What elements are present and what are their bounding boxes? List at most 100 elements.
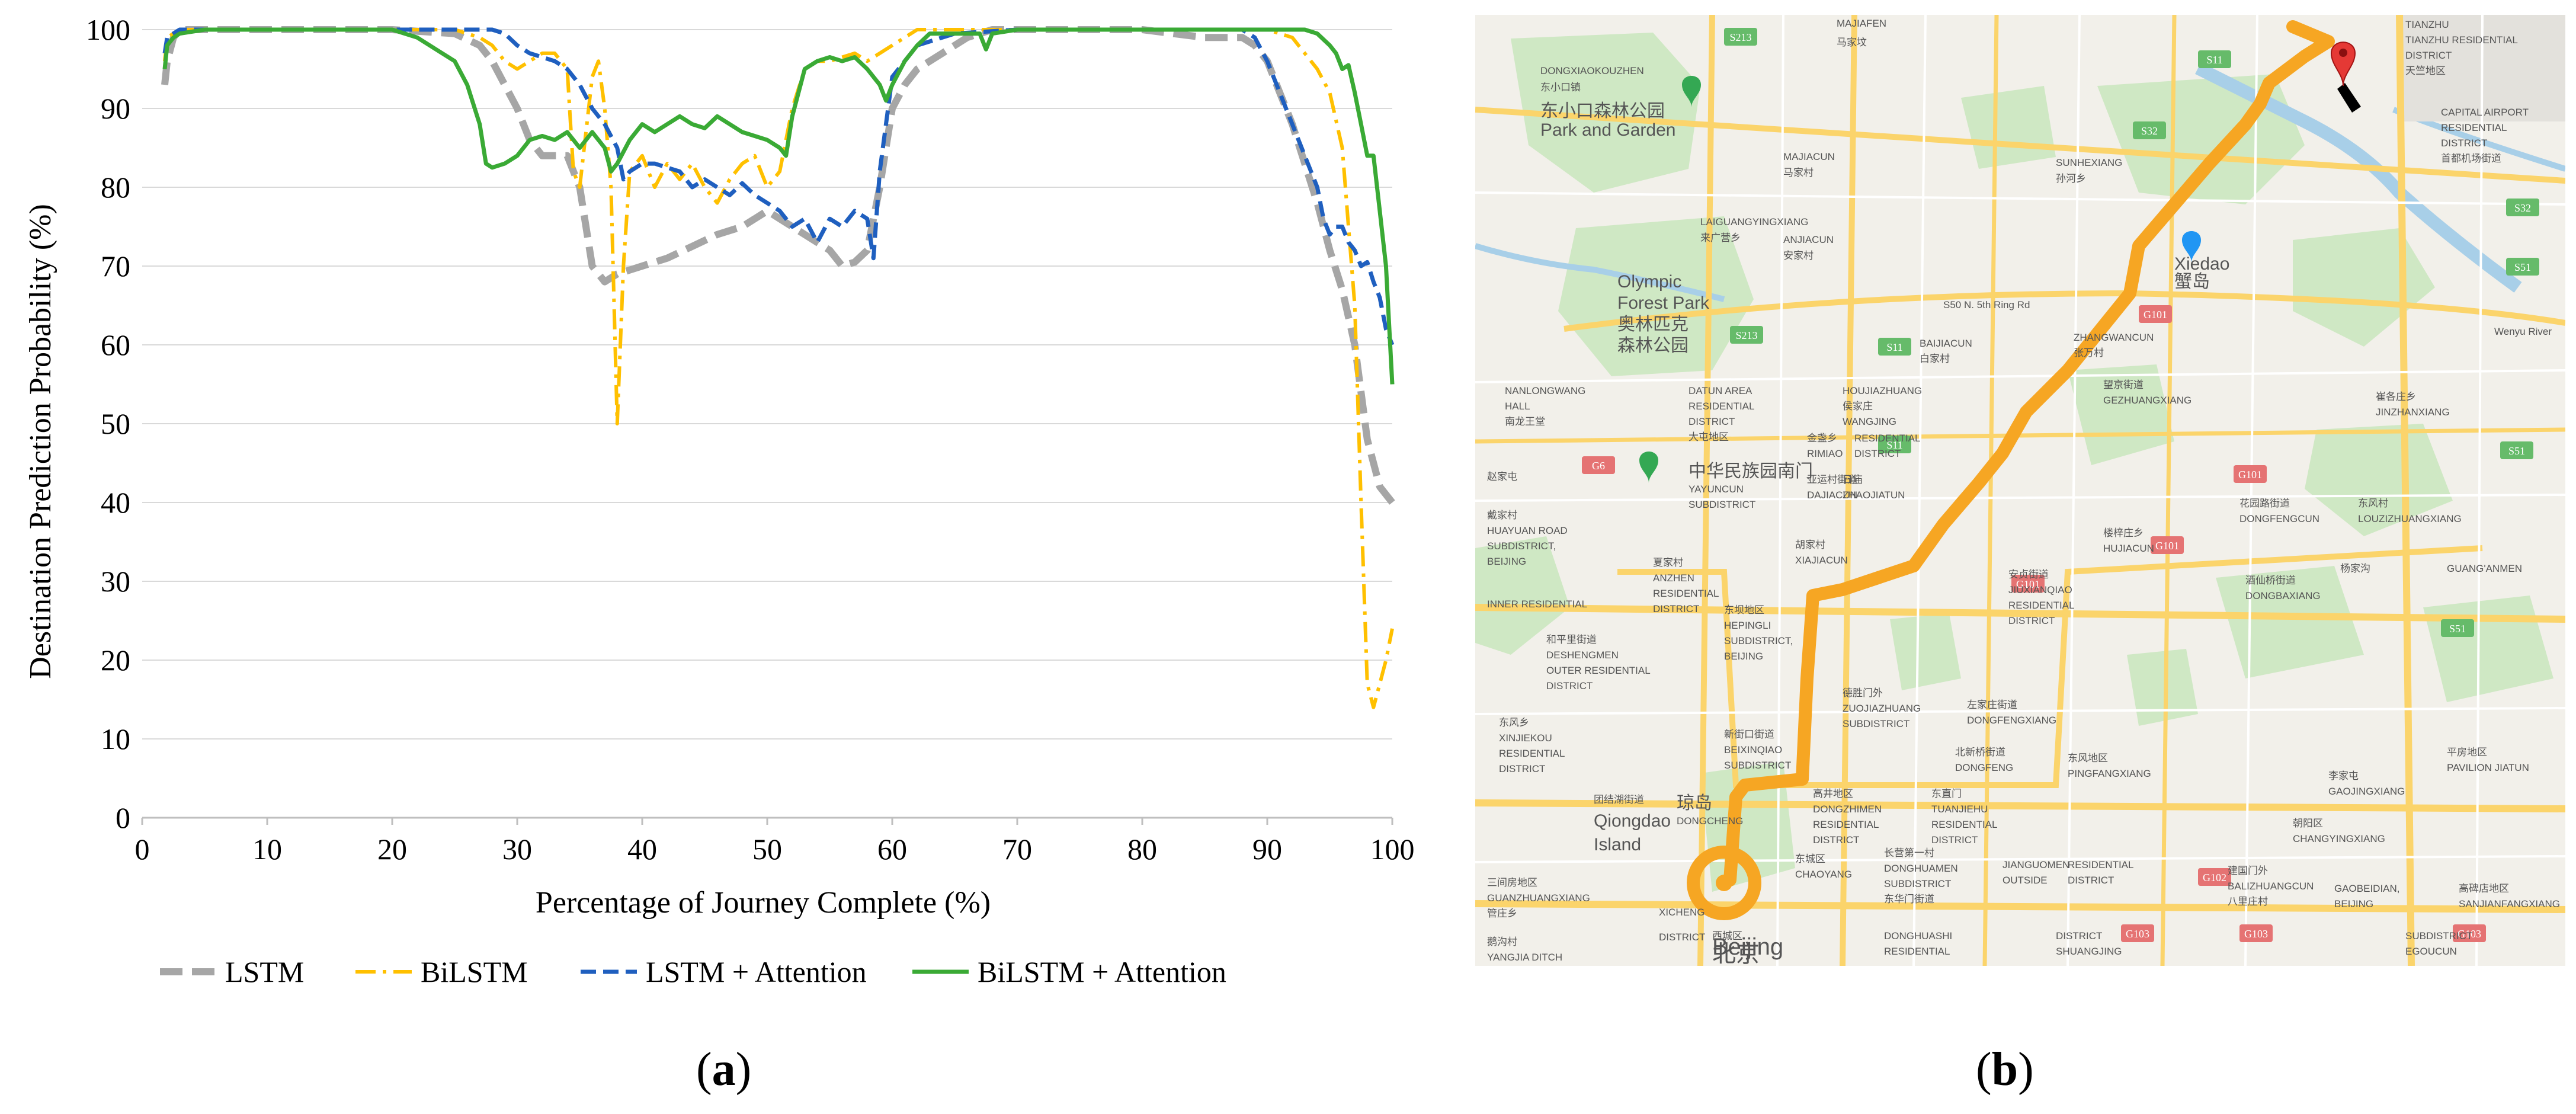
road-shield-icon [2239,924,2273,942]
route-map[interactable]: S213 S11 S32 S32 S51 S51 S51 S11 S11 G6 G101 G101 G1… [1475,15,2565,966]
y-tick-label: 10 [101,722,130,756]
map-label: NANLONGWANG [1505,385,1585,396]
road-shield-icon [2234,465,2267,483]
map-label: DONGCHENG [1677,815,1743,827]
map-label: ZUOJIAZHUANG [1843,703,1921,714]
map-label: RESIDENTIAL [1653,588,1719,599]
x-tick-label: 100 [1370,833,1415,866]
map-label: 管庄乡 [1487,908,1517,919]
road-shield-label: S32 [2141,125,2158,137]
destination-marker-icon[interactable] [2330,41,2361,113]
map-label: DISTRICT [1659,931,1705,943]
road-shield-icon [1878,338,1911,356]
map-label: RESIDENTIAL [2441,122,2507,133]
y-axis-label: Destination Prediction Probability (%) [24,204,57,679]
map-label: SUBDISTRICT [1843,718,1909,729]
map-label: 南龙王堂 [1505,416,1545,427]
road-shield-label: G101 [2155,540,2179,552]
road-shield-icon [2011,575,2045,593]
legend-label: LSTM + Attention [646,955,867,988]
map-label: Park and Garden [1540,120,1675,140]
map-label: 长营第一村 [1884,847,1934,859]
map-label: SUBDISTRICT [1724,760,1791,771]
road-shield-icon [2198,868,2231,886]
map-label: TUANJIEHU [1931,804,1988,815]
map-label: DISTRICT [2441,137,2487,149]
map-label: BEIXINQIAO [1724,744,1782,756]
map-label: RESIDENTIAL [1689,401,1754,412]
map-label: JIUXIANQIAO [2008,584,2072,596]
road-shield-label: S51 [2514,261,2531,273]
map-label: 安家村 [1783,250,1814,261]
map-label: RESIDENTIAL [2008,600,2074,611]
map-label: DISTRICT [1931,834,1978,846]
map-label: 北新桥街道 [1955,747,2005,758]
map-label: WANGJING [1843,416,1896,427]
map-label: 亚运村街道 [1807,474,1857,485]
map-label: 左家庄街道 [1967,699,2017,710]
map-label: JINZHANXIANG [2376,406,2450,418]
map-label: BALIZHUANGCUN [2228,881,2314,892]
map-label: LAIGUANGYINGXIANG [1700,216,1808,228]
map-label: Qiongdao [1594,811,1671,831]
map-label: 三间房地区 [1487,877,1537,888]
road-shield-icon [2139,305,2172,323]
y-tick-label: 0 [116,801,130,834]
x-tick-label: 50 [752,833,782,866]
map-label: DISTRICT [1546,680,1593,692]
road-shield-icon [2198,50,2231,68]
map-label: GUANG'ANMEN [2447,563,2522,574]
map-label: DISTRICT [2068,875,2114,886]
map-label: RESIDENTIAL [1854,433,1920,444]
map-label: YANGJIA DITCH [1487,952,1562,963]
map-label: SUBDISTRICT, [1487,540,1556,552]
road-shield-icon [2441,619,2474,637]
road-shield-icon [2506,199,2539,216]
map-label: DONGBAXIANG [2245,590,2321,601]
legend-label: BiLSTM [421,955,528,988]
map-label: DISTRICT [1499,763,1545,774]
legend: LSTM BiLSTM LSTM + Attention BiLSTM + Atten… [160,955,1226,988]
map-label: DAJIACUN [1807,489,1857,501]
map-label: RESIDENTIAL [1813,819,1879,830]
map-label: 高碑店地区 [2459,883,2509,894]
road-shield-label: G103 [2458,928,2481,940]
map-label: 李家屯 [2328,770,2359,782]
map-panel: S213 S11 S32 S32 S51 S51 S51 S11 S11 G6 G101 G101 G1… [1475,15,2565,966]
map-label: 花园路街道 [2239,498,2290,509]
map-label: DONGZHIMEN [1813,804,1882,815]
map-label: DONGHUAMEN [1884,863,1958,874]
map-label: RIMIAO [1807,448,1843,459]
map-label: DONGHUASHI [1884,930,1952,942]
map-label: DISTRICT [1653,603,1699,614]
map-label: S50 N. 5th Ring Rd [1943,299,2030,310]
map-label: HEPINGLI [1724,620,1771,631]
y-tick-label: 80 [101,171,130,204]
road-shield-label: G103 [2244,928,2268,940]
road-shield-label: S213 [1729,31,1751,43]
map-label: 大屯地区 [1689,431,1729,443]
x-tick-label: 10 [252,833,282,866]
road-shield-label: S11 [2206,54,2222,66]
road-shield-label: G101 [2016,578,2040,590]
map-label: 和平里街道 [1546,634,1597,645]
map-label: DONGFENGCUN [2239,513,2319,524]
map-label: RESIDENTIAL [1499,748,1565,759]
map-label: HUAYUAN ROAD [1487,525,1568,536]
map-label: 奥林匹克 [1617,315,1689,334]
map-label: PINGFANGXIANG [2068,768,2151,779]
map-label: 平房地区 [2447,747,2487,758]
map-label: BEIJING [2334,898,2373,910]
map-label: LOUZIZHUANGXIANG [2358,513,2462,524]
y-tick-label: 50 [101,407,130,440]
road-shield-label: G101 [2238,469,2262,481]
map-label: DISTRICT [1813,834,1859,846]
map-label: BEIJING [1487,556,1526,567]
map-label: Island [1594,835,1641,854]
x-tick-label: 70 [1002,833,1032,866]
map-label: 东小口森林公园 [1540,101,1665,121]
map-label: DISTRICT [2405,50,2452,61]
road-shield-icon [1582,456,1615,474]
map-label: 朝阳区 [2293,818,2323,829]
road-shield-label: S51 [2449,623,2466,635]
